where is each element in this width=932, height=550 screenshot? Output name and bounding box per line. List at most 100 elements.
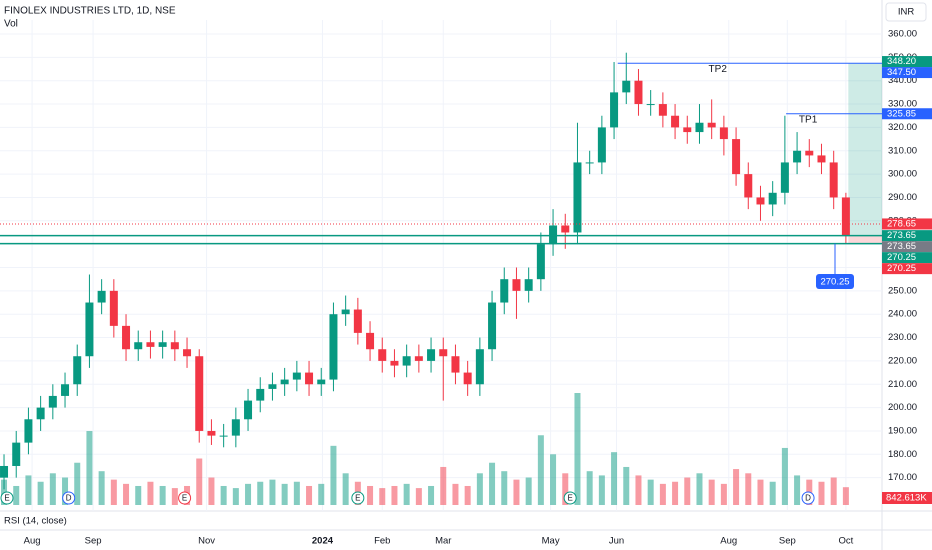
candle-body [195, 356, 204, 431]
volume-bar [794, 475, 801, 505]
callout-box [816, 274, 854, 289]
volume-bar [196, 458, 203, 505]
volume-bar [37, 481, 44, 505]
candle-body [12, 442, 21, 466]
y-tick-label: 290.00 [888, 192, 917, 203]
volume-bar [74, 462, 81, 505]
price-tag [882, 67, 932, 79]
y-tick-label: 180.00 [888, 449, 917, 460]
price-tag-label: 325.85 [887, 108, 916, 119]
candle-body [219, 435, 228, 437]
volume-bar [379, 488, 386, 505]
candle-body [353, 309, 362, 333]
volume-bar [110, 479, 117, 505]
volume-bar [293, 481, 300, 505]
candle-body [561, 225, 570, 233]
volume-label: Vol [4, 19, 18, 30]
volume-bar [513, 479, 520, 505]
currency-button[interactable] [885, 2, 927, 22]
volume-bar [574, 393, 581, 505]
y-tick-label: 310.00 [888, 145, 917, 156]
candle-body [317, 379, 326, 385]
candle-body [549, 225, 558, 245]
volume-bar [415, 488, 422, 505]
volume-bar [403, 483, 410, 505]
volume-bar [696, 473, 703, 505]
price-tag-label: 278.65 [887, 218, 916, 229]
candle-body [610, 92, 619, 128]
x-tick-label: Sep [779, 536, 796, 547]
price-tag [882, 241, 932, 253]
y-tick-label: 190.00 [888, 425, 917, 436]
candle-body [24, 419, 33, 443]
y-tick-label: 330.00 [888, 99, 917, 110]
volume-bar [257, 481, 264, 505]
price-tag-label: 348.20 [887, 56, 916, 67]
volume-bar [647, 479, 654, 505]
price-tag [882, 230, 932, 242]
volume-bar [367, 485, 374, 505]
volume-bar [635, 475, 642, 505]
y-tick-label: 320.00 [888, 122, 917, 133]
candle-body [170, 342, 179, 350]
volume-bar [147, 481, 154, 505]
volume-bar [330, 445, 337, 505]
volume-bar [440, 466, 447, 505]
volume-bar [586, 471, 593, 505]
volume-bar [269, 479, 276, 505]
volume-bar [281, 483, 288, 505]
volume-bar [232, 488, 239, 505]
volume-tag-label: 842.613K [886, 493, 927, 504]
candle-body [536, 244, 545, 280]
event-marker [0, 491, 14, 505]
event-label: E [355, 494, 360, 503]
candle-body [109, 290, 118, 326]
candle-body [183, 349, 192, 357]
candle-body [341, 309, 350, 315]
candle-body [61, 384, 70, 396]
callout-label: 270.25 [820, 277, 849, 288]
candle-body [524, 279, 533, 291]
y-tick-label: 240.00 [888, 309, 917, 320]
candle-body [158, 342, 167, 347]
currency[interactable]: INR [898, 7, 915, 18]
volume-bar [501, 471, 508, 505]
x-tick-label: Sep [85, 536, 102, 547]
candle-body [488, 302, 497, 350]
candle-body [427, 349, 436, 361]
candle-body [439, 349, 448, 357]
candle-body [805, 150, 814, 156]
candle-body [329, 314, 338, 380]
candle-body [48, 395, 57, 408]
y-tick-label: 360.00 [888, 29, 917, 40]
volume-bar [659, 483, 666, 505]
candle-body [500, 279, 509, 303]
volume-bar [550, 454, 557, 505]
candle-body [256, 388, 265, 401]
candle-body [597, 127, 606, 163]
event-label: E [567, 494, 572, 503]
volume-bar [428, 485, 435, 505]
volume-bar [781, 447, 788, 505]
loss-zone [848, 235, 882, 244]
y-tick-label: 250.00 [888, 285, 917, 296]
volume-bar [123, 483, 130, 505]
volume-bar [476, 473, 483, 505]
candle-body [744, 174, 753, 198]
y-tick-label: 230.00 [888, 332, 917, 343]
candle-body [512, 279, 521, 291]
y-tick-label: 300.00 [888, 169, 917, 180]
x-tick-label: Feb [374, 536, 390, 547]
y-tick-label: 340.00 [888, 75, 917, 86]
price-tag-label: 347.50 [887, 67, 916, 78]
volume-bar [49, 473, 56, 505]
x-tick-label: Jun [609, 536, 624, 547]
candle-body [622, 80, 631, 93]
candle-body [378, 349, 387, 361]
volume-bar [135, 485, 142, 505]
candle-body [695, 122, 704, 133]
candle-body [244, 400, 253, 420]
volume-bar [537, 435, 544, 505]
candle-body [658, 104, 667, 116]
